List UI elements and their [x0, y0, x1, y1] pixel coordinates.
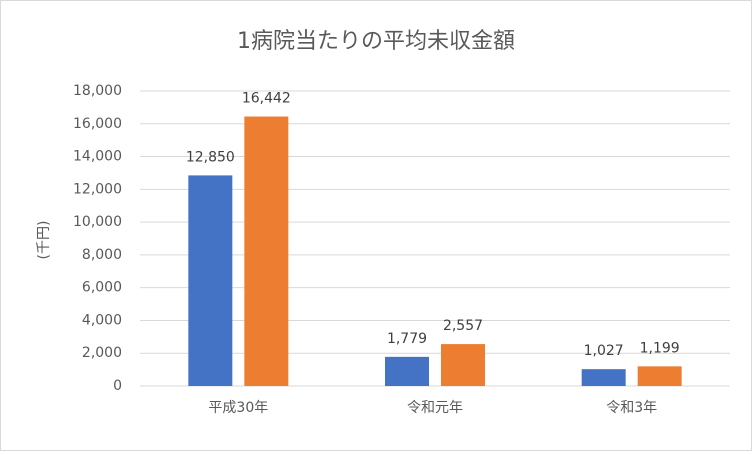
bar	[637, 366, 682, 386]
x-tick-label: 平成30年	[208, 400, 268, 416]
data-label: 1,779	[387, 331, 427, 347]
bar	[188, 175, 233, 386]
data-label: 16,442	[242, 91, 291, 107]
data-label: 12,850	[186, 149, 235, 165]
x-tick-label: 令和3年	[606, 400, 657, 416]
x-tick-label: 令和元年	[407, 400, 463, 416]
y-tick-label: 0	[113, 378, 122, 394]
data-label: 2,557	[443, 318, 483, 334]
y-tick-label: 8,000	[82, 247, 122, 263]
y-tick-label: 6,000	[82, 280, 122, 296]
bar	[385, 356, 429, 386]
y-tick-label: 12,000	[73, 181, 122, 197]
data-label: 1,027	[584, 343, 624, 359]
bar	[244, 116, 289, 387]
y-tick-label: 14,000	[73, 149, 122, 165]
y-tick-label: 16,000	[73, 116, 122, 132]
y-tick-label: 4,000	[82, 312, 122, 328]
y-tick-label: 2,000	[82, 345, 122, 361]
y-tick-label: 18,000	[73, 83, 122, 99]
data-label: 1,199	[640, 340, 680, 356]
bar	[581, 369, 626, 386]
bar	[441, 344, 485, 386]
y-axis-label: (千円)	[36, 221, 52, 260]
y-tick-label: 10,000	[73, 214, 122, 230]
chart-title: 1病院当たりの平均未収金額	[237, 29, 515, 54]
